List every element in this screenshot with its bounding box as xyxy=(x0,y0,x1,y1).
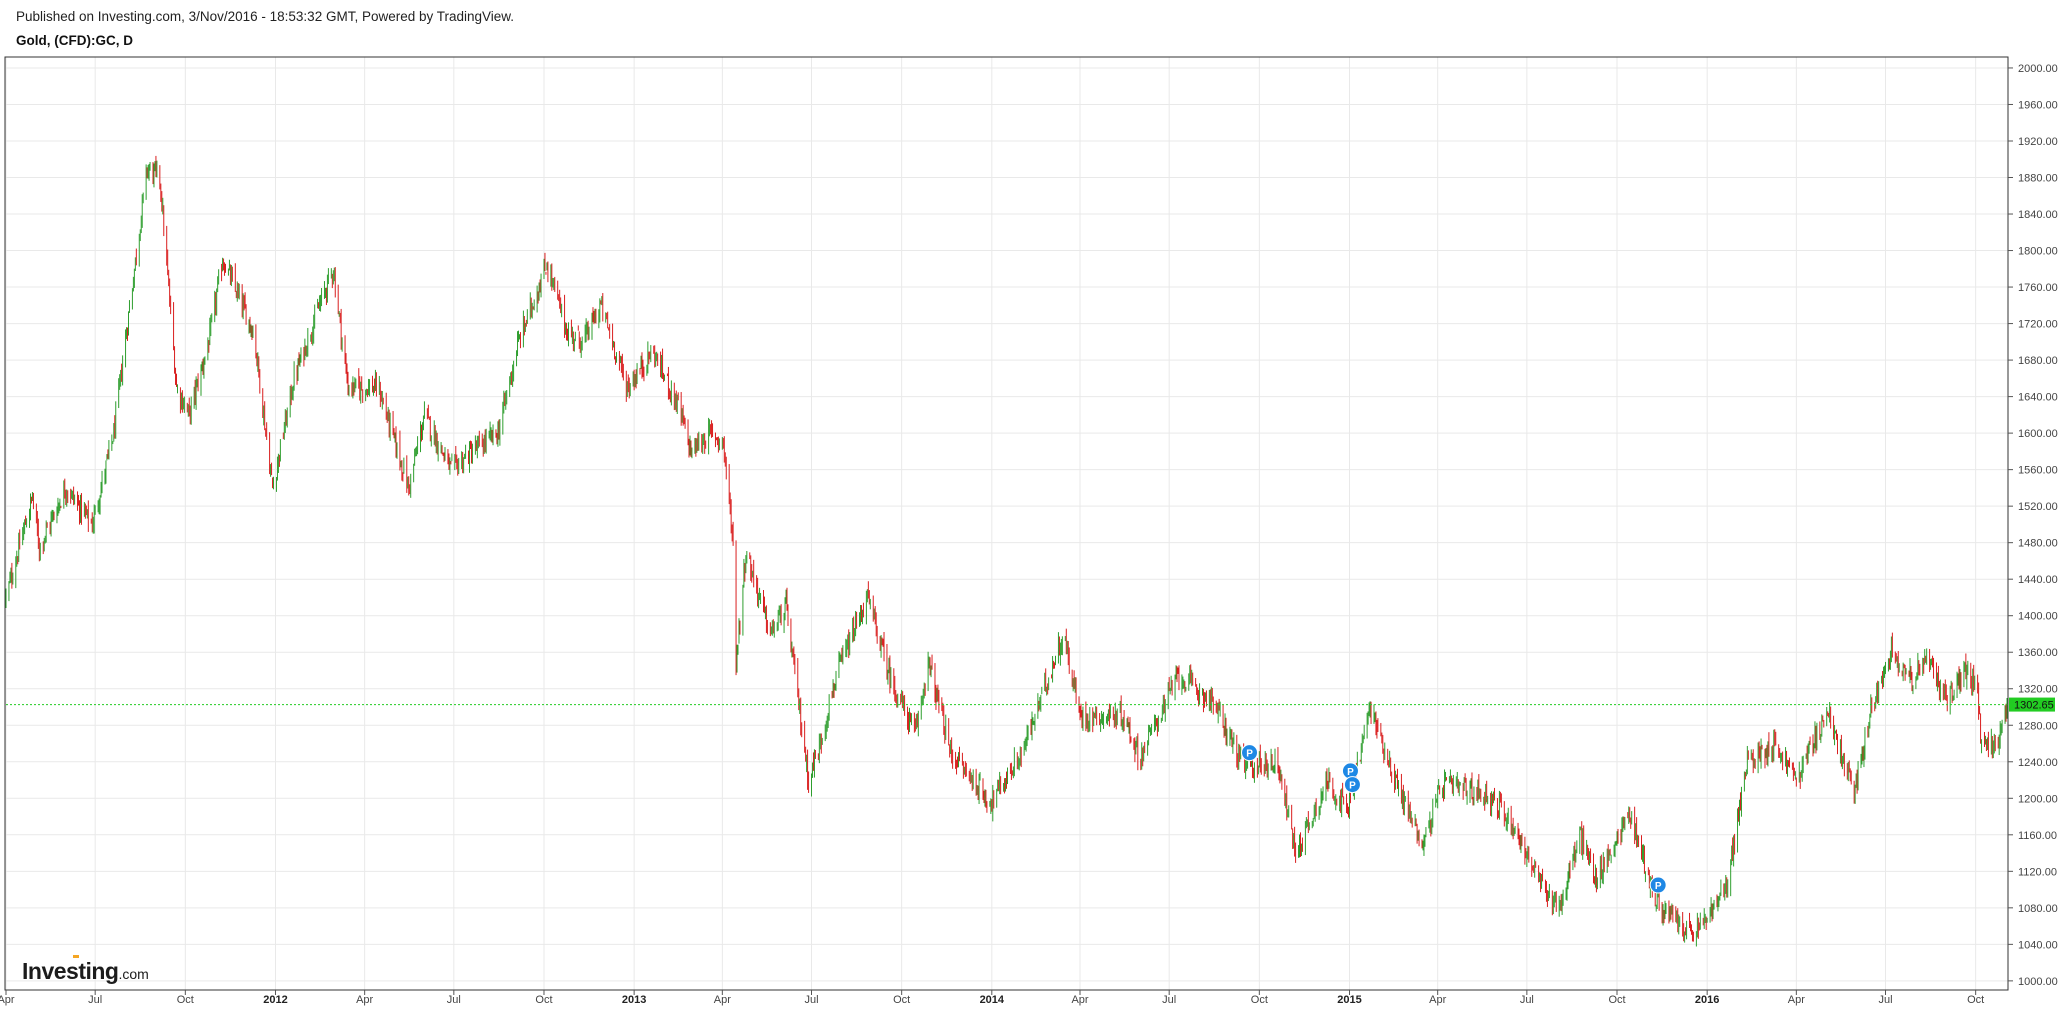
y-tick-label: 1040.00 xyxy=(2018,939,2058,951)
x-tick-label: Jul xyxy=(1162,994,1176,1006)
event-marker-label: P xyxy=(1655,881,1662,892)
y-tick-label: 1600.00 xyxy=(2018,428,2058,440)
x-tick-label: Oct xyxy=(535,994,552,1006)
plot-frame xyxy=(4,56,2009,991)
y-tick-label: 1640.00 xyxy=(2018,392,2058,404)
event-marker[interactable] xyxy=(1241,744,1259,762)
last-price-label: 1302.65 xyxy=(2014,700,2054,712)
x-tick-label: 2014 xyxy=(980,994,1005,1006)
x-tick-label: Oct xyxy=(1251,994,1268,1006)
x-tick-label: Apr xyxy=(356,994,373,1006)
y-tick-label: 1520.00 xyxy=(2018,501,2058,513)
y-tick-label: 1360.00 xyxy=(2018,647,2058,659)
logo-accent xyxy=(73,955,79,958)
event-marker[interactable] xyxy=(1649,876,1667,894)
y-tick-label: 1800.00 xyxy=(2018,246,2058,258)
x-tick-label: Jul xyxy=(88,994,102,1006)
x-tick-label: Jul xyxy=(804,994,818,1006)
y-tick-label: 1560.00 xyxy=(2018,465,2058,477)
x-tick-label: Oct xyxy=(893,994,910,1006)
y-tick-label: 1120.00 xyxy=(2018,866,2057,878)
x-tick-label: Oct xyxy=(1608,994,1625,1006)
y-tick-label: 1200.00 xyxy=(2018,793,2058,805)
y-tick-label: 1400.00 xyxy=(2018,611,2058,623)
y-tick-label: 1240.00 xyxy=(2018,757,2058,769)
y-tick-label: 1080.00 xyxy=(2018,903,2058,915)
published-info: Published on Investing.com, 3/Nov/2016 -… xyxy=(16,9,515,24)
y-tick-label: 1720.00 xyxy=(2018,319,2058,331)
x-tick-label: Apr xyxy=(1788,994,1805,1006)
event-marker-label: P xyxy=(1246,749,1253,760)
event-marker-label: P xyxy=(1347,767,1354,778)
x-axis: Apr Jul Oct 2012 Apr Jul Oct 2013 Apr Jul Oct 2014 A… xyxy=(0,990,1984,1006)
x-tick-label: Oct xyxy=(1967,994,1984,1006)
x-tick-label: Apr xyxy=(714,994,731,1006)
y-tick-label: 1440.00 xyxy=(2018,574,2058,586)
logo-name: Investing xyxy=(22,958,119,984)
x-tick-label: Jul xyxy=(447,994,461,1006)
y-tick-label: 1840.00 xyxy=(2018,209,2058,221)
x-tick-label: 2015 xyxy=(1337,994,1361,1006)
y-tick-label: 1280.00 xyxy=(2018,720,2058,732)
x-tick-label: 2016 xyxy=(1695,994,1719,1006)
x-tick-label: Jul xyxy=(1520,994,1534,1006)
x-tick-label: Apr xyxy=(1071,994,1088,1006)
grid xyxy=(5,57,2008,990)
y-tick-label: 2000.00 xyxy=(2018,63,2058,75)
x-tick-label: Apr xyxy=(0,994,15,1006)
candles xyxy=(5,155,2009,947)
y-tick-label: 1760.00 xyxy=(2018,282,2058,294)
y-tick-label: 1960.00 xyxy=(2018,99,2058,111)
event-marker[interactable] xyxy=(1343,776,1361,794)
last-price-badge xyxy=(2009,697,2055,712)
event-marker-label: P xyxy=(1349,781,1356,792)
x-tick-label: Jul xyxy=(1878,994,1892,1006)
y-tick-label: 1680.00 xyxy=(2018,355,2058,367)
investing-logo: Investing.com xyxy=(22,955,149,985)
logo-suffix: .com xyxy=(118,966,149,982)
y-tick-label: 1320.00 xyxy=(2018,684,2058,696)
y-tick-label: 1480.00 xyxy=(2018,538,2058,550)
x-tick-label: Oct xyxy=(177,994,194,1006)
x-tick-label: Apr xyxy=(1429,994,1446,1006)
y-tick-label: 1160.00 xyxy=(2018,830,2057,842)
y-tick-label: 1880.00 xyxy=(2018,173,2058,185)
y-tick-label: 1000.00 xyxy=(2018,976,2058,988)
symbol-title: Gold, (CFD):GC, D xyxy=(16,33,133,48)
x-tick-label: 2012 xyxy=(263,994,287,1006)
y-axis: 1000.00 1040.00 1080.00 1120.00 1160.00 1200.… xyxy=(2008,63,2058,988)
x-tick-label: 2013 xyxy=(622,994,646,1006)
y-tick-label: 1920.00 xyxy=(2018,136,2058,148)
